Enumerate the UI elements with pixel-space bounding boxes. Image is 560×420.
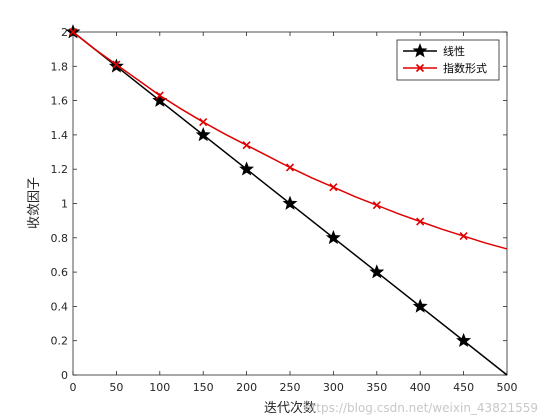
watermark-text: https://blog.csdn.net/weixin_43821559 [304, 401, 538, 415]
x-tick-label: 150 [193, 381, 214, 394]
legend-label: 线性 [443, 44, 465, 58]
star-marker [282, 195, 298, 210]
legend-label: 指数形式 [443, 61, 487, 75]
x-marker [285, 163, 295, 172]
x-tick-label: 200 [236, 381, 257, 394]
y-axis-label: 收敛因子 [26, 177, 42, 229]
x-marker [329, 183, 338, 192]
axis-ticks: 0 50 100 150 200 250 300 350 400 450 500 0 0.2 0.4 0.6… [51, 26, 518, 394]
star-marker [195, 127, 211, 142]
x-tick-label: 400 [410, 381, 431, 394]
star-marker [239, 161, 255, 176]
legend-box [396, 39, 500, 81]
x-marker [416, 217, 425, 226]
y-tick-label: 0.8 [51, 232, 69, 245]
x-marker [372, 201, 381, 210]
legend-item: 指数形式 [403, 61, 487, 75]
y-tick-label: 0.4 [51, 300, 69, 313]
y-tick-label: 1.4 [51, 129, 69, 142]
x-tick-label: 0 [70, 381, 77, 394]
series-2 [68, 27, 508, 250]
y-tick-label: 1 [61, 198, 68, 211]
x-tick-label: 500 [497, 381, 518, 394]
x-marker [199, 117, 208, 127]
y-tick-label: 1.6 [51, 95, 69, 108]
y-tick-label: 2 [61, 26, 68, 39]
star-marker [325, 229, 341, 245]
legend-star-marker [412, 43, 428, 58]
x-tick-label: 250 [280, 381, 301, 394]
x-tick-label: 100 [149, 381, 170, 394]
legend-item: 线性 [403, 43, 465, 58]
x-marker [68, 27, 78, 37]
x-marker [112, 60, 121, 69]
x-tick-label: 450 [453, 381, 474, 394]
x-tick-label: 300 [323, 381, 344, 394]
legend-x-marker [415, 63, 425, 73]
x-marker [459, 232, 468, 241]
x-axis-label: 迭代次数 [264, 400, 316, 416]
y-tick-label: 0.2 [51, 335, 69, 348]
y-tick-label: 0 [61, 369, 68, 382]
star-marker [456, 332, 472, 348]
star-marker [412, 298, 428, 313]
series-layer [65, 24, 508, 376]
y-tick-label: 0.6 [51, 266, 69, 279]
x-marker [242, 141, 251, 150]
y-tick-label: 1.2 [51, 163, 69, 176]
x-tick-label: 350 [366, 381, 387, 394]
x-marker [155, 91, 164, 100]
y-tick-label: 1.8 [51, 60, 69, 73]
star-marker [369, 264, 385, 279]
x-tick-label: 50 [109, 381, 123, 394]
